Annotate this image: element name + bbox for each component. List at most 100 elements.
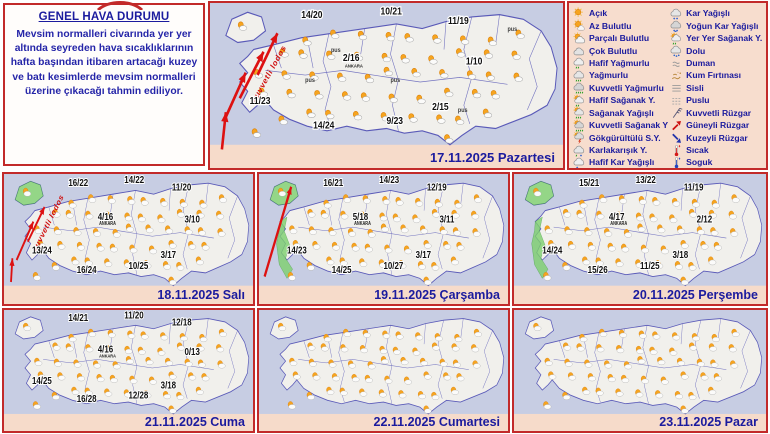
partly-cloudy-icon [93, 360, 101, 369]
partly-cloudy-icon [197, 359, 206, 368]
partly-cloudy-icon [649, 213, 658, 223]
north-wind-icon [670, 131, 683, 144]
partly-cloudy-icon [680, 371, 689, 380]
partly-cloudy-icon [65, 209, 74, 219]
partly-cloudy-icon [218, 194, 227, 203]
partly-cloudy-icon [278, 115, 288, 125]
partly-cloudy-icon [711, 199, 720, 209]
temperature-label: 12/28 [129, 390, 149, 401]
hail-icon [670, 44, 683, 57]
legend-item: Puslu [670, 94, 764, 106]
partly-cloudy-icon [487, 36, 497, 46]
partly-cloudy-icon [364, 243, 373, 253]
partly-cloudy-icon [137, 346, 146, 355]
partly-cloudy-icon [168, 276, 177, 286]
partly-cloudy-icon [544, 357, 553, 366]
partly-cloudy-icon [199, 333, 208, 343]
wind-arrow-head [286, 186, 292, 196]
partly-cloudy-icon [195, 256, 204, 266]
partly-cloudy-icon [216, 344, 225, 353]
haze-label: pus [305, 78, 315, 84]
partly-cloudy-icon [125, 356, 134, 365]
panel-body-text: Mevsim normalleri civarında yer yer altı… [10, 29, 198, 97]
partly-cloudy-icon [76, 241, 85, 251]
partly-cloudy-icon [680, 405, 689, 414]
local-shower-icon [670, 32, 683, 45]
partly-cloudy-icon [84, 387, 93, 396]
city-label: ANKARA [610, 220, 628, 226]
partly-cloudy-icon [382, 196, 391, 205]
partly-cloudy-icon [197, 227, 206, 236]
general-weather-panel: GENEL HAVA DURUMU Mevsim normalleri civa… [3, 3, 205, 166]
partly-cloudy-icon [127, 330, 136, 339]
temperature-label: 16/28 [77, 393, 97, 404]
map-date-label: 19.11.2025 Çarşamba [374, 288, 500, 302]
partly-cloudy-icon [359, 258, 368, 268]
legend-item-label: Yağmurlu [589, 70, 629, 81]
partly-cloudy-icon [196, 209, 205, 219]
rain-area [276, 216, 293, 279]
partly-cloudy-icon [423, 240, 432, 249]
forecast-map-wednesday: 16/21 14/23 12/19 5/18 ANKARA 3/11 14/23 14/25 1… [257, 172, 510, 306]
partly-cloudy-icon [423, 405, 432, 414]
partly-cloudy-icon [466, 70, 477, 80]
partly-cloudy-icon [362, 329, 371, 338]
partly-cloudy-icon [635, 259, 644, 268]
partly-cloudy-icon [564, 358, 573, 367]
partly-cloudy-icon [649, 346, 658, 355]
partly-cloudy-icon [348, 228, 356, 237]
partly-cloudy-icon [292, 240, 301, 249]
legend-item: Kum Fırtınası [670, 69, 764, 81]
temperature-label: 14/25 [32, 375, 52, 386]
partly-cloudy-icon [451, 343, 460, 352]
partly-cloudy-icon [696, 226, 705, 235]
partly-cloudy-icon [599, 194, 608, 203]
partly-cloudy-icon [57, 240, 66, 250]
partly-cloudy-icon [415, 197, 424, 207]
partly-cloudy-icon [428, 55, 438, 65]
partly-cloudy-icon [456, 48, 466, 58]
partly-cloudy-icon [691, 198, 700, 208]
partly-cloudy-icon [104, 345, 113, 354]
partly-cloudy-icon [568, 240, 577, 250]
forecast-map-saturday: 22.11.2025 Cumartesi [257, 308, 510, 433]
partly-cloudy-icon [149, 245, 157, 255]
fog-icon [670, 81, 683, 94]
partly-cloudy-icon [562, 391, 571, 400]
partly-cloudy-icon [145, 356, 154, 366]
partly-cloudy-icon [599, 328, 608, 337]
city-label: ANKARA [345, 63, 364, 68]
temperature-label: 14/21 [68, 312, 88, 323]
partly-cloudy-icon [307, 342, 316, 351]
temperature-label: 15/26 [588, 264, 608, 275]
partly-cloudy-icon [604, 228, 613, 237]
heavy-shower-icon [573, 119, 586, 132]
partly-cloudy-icon [306, 261, 315, 271]
partly-cloudy-icon [199, 199, 208, 209]
wind-arrow-head [256, 51, 264, 63]
partly-cloudy-icon [548, 371, 557, 380]
partly-cloudy-icon [637, 356, 646, 365]
forecast-map-monday: kuvvetli lodos 14/20 10/21 11/19 2/16 ANKARA 1… [208, 1, 565, 170]
partly-cloudy-icon [306, 391, 315, 400]
wind-arrow-head [9, 258, 15, 267]
partly-cloudy-icon [320, 343, 329, 352]
partly-cloudy-icon [415, 332, 424, 341]
partly-cloudy-icon [576, 209, 585, 219]
legend-item-label: Kuzeyli Rüzgar [686, 132, 748, 143]
partly-cloudy-icon [596, 344, 605, 353]
partly-cloudy-icon [392, 213, 401, 223]
partly-cloudy-icon [337, 72, 347, 82]
partly-cloudy-icon [342, 91, 352, 101]
partly-cloudy-icon [460, 35, 470, 45]
partly-cloudy-icon [708, 256, 717, 266]
thunderstorm-icon [573, 131, 586, 145]
partly-cloudy-icon [544, 225, 553, 235]
partly-cloudy-icon [168, 371, 177, 380]
partly-cloudy-icon [360, 92, 371, 102]
legend-item-label: Duman [686, 57, 716, 68]
partly-cloudy-icon [326, 386, 335, 395]
partly-cloudy-icon [595, 387, 604, 396]
temperature-label: 11/19 [684, 182, 704, 193]
